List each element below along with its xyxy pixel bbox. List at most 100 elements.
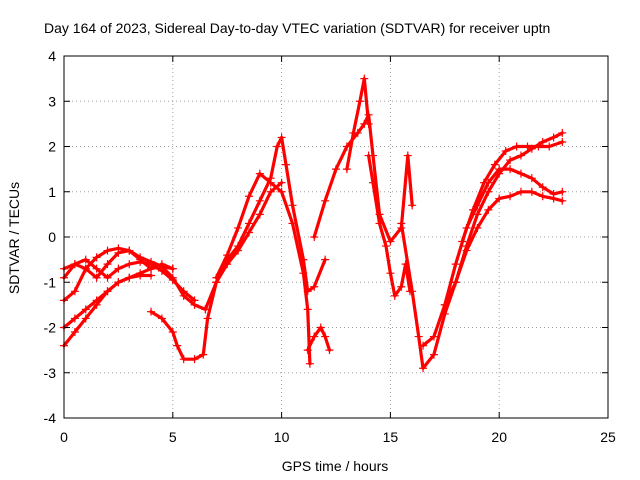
data-point-marker <box>125 260 134 269</box>
data-point-marker <box>321 332 330 341</box>
data-point-marker <box>92 273 101 282</box>
data-point-marker <box>516 187 525 196</box>
series-line-track-o <box>443 190 564 307</box>
data-point-marker <box>179 355 188 364</box>
data-point-marker <box>538 183 547 192</box>
data-point-marker <box>558 128 567 137</box>
data-point-marker <box>495 165 504 174</box>
x-tick-label: 20 <box>491 429 507 445</box>
data-point-marker <box>81 264 90 273</box>
data-point-marker <box>375 219 384 228</box>
data-point-marker <box>516 169 525 178</box>
data-point-marker <box>495 194 504 203</box>
data-point-marker <box>179 287 188 296</box>
data-point-marker <box>516 151 525 160</box>
data-point-marker <box>234 223 243 232</box>
data-point-marker <box>70 328 79 337</box>
series-line-track-d <box>62 264 175 330</box>
data-series <box>60 74 567 373</box>
grid <box>64 56 608 418</box>
data-point-marker <box>244 192 253 201</box>
x-tick-label: 5 <box>169 429 177 445</box>
data-point-marker <box>103 246 112 255</box>
data-point-marker <box>266 178 275 187</box>
data-point-marker <box>114 244 123 253</box>
data-point-marker <box>538 192 547 201</box>
data-point-marker <box>440 300 449 309</box>
series-line-track-m <box>399 131 564 370</box>
data-point-marker <box>506 192 515 201</box>
data-point-marker <box>103 260 112 269</box>
data-point-marker <box>255 169 264 178</box>
data-point-marker <box>325 346 334 355</box>
data-point-marker <box>469 205 478 214</box>
data-point-marker <box>549 133 558 142</box>
data-point-marker <box>223 251 232 260</box>
y-tick-label: -1 <box>44 274 57 290</box>
data-point-marker <box>125 246 134 255</box>
y-tick-label: -2 <box>44 320 57 336</box>
data-point-marker <box>147 307 156 316</box>
data-point-marker <box>303 346 312 355</box>
data-point-marker <box>281 160 290 169</box>
data-point-marker <box>92 264 101 273</box>
data-point-marker <box>429 350 438 359</box>
y-tick-label: -4 <box>44 410 57 426</box>
data-point-marker <box>190 296 199 305</box>
data-point-marker <box>173 341 182 350</box>
data-point-marker <box>255 210 264 219</box>
series-line-track-f <box>149 181 284 361</box>
data-point-marker <box>558 187 567 196</box>
data-point-marker <box>147 264 156 273</box>
data-point-marker <box>147 271 156 280</box>
x-tick-label: 10 <box>274 429 290 445</box>
data-point-marker <box>125 273 134 282</box>
data-point-marker <box>342 165 351 174</box>
data-point-marker <box>81 314 90 323</box>
data-point-marker <box>451 260 460 269</box>
data-point-marker <box>403 151 412 160</box>
data-point-marker <box>479 178 488 187</box>
data-point-marker <box>429 332 438 341</box>
data-point-marker <box>321 196 330 205</box>
data-point-marker <box>92 253 101 262</box>
data-point-marker <box>81 255 90 264</box>
data-point-marker <box>310 332 319 341</box>
data-point-marker <box>81 305 90 314</box>
data-point-marker <box>349 128 358 137</box>
x-axis-label: GPS time / hours <box>282 458 389 474</box>
data-point-marker <box>277 178 286 187</box>
data-point-marker <box>386 269 395 278</box>
data-point-marker <box>558 196 567 205</box>
data-point-marker <box>136 271 145 280</box>
data-point-marker <box>364 151 373 160</box>
data-point-marker <box>414 332 423 341</box>
data-point-marker <box>273 142 282 151</box>
ticks <box>63 55 609 419</box>
data-point-marker <box>103 273 112 282</box>
data-point-marker <box>397 282 406 291</box>
data-point-marker <box>168 328 177 337</box>
data-point-marker <box>244 219 253 228</box>
data-point-marker <box>212 273 221 282</box>
y-tick-label: 4 <box>48 48 56 64</box>
data-point-marker <box>549 194 558 203</box>
data-point-marker <box>506 165 515 174</box>
data-point-marker <box>70 314 79 323</box>
data-point-marker <box>157 262 166 271</box>
series-line-track-g <box>203 135 327 311</box>
data-point-marker <box>364 119 373 128</box>
data-point-marker <box>355 97 364 106</box>
data-point-marker <box>203 314 212 323</box>
data-point-marker <box>512 142 521 151</box>
data-point-marker <box>408 201 417 210</box>
data-point-marker <box>558 137 567 146</box>
x-tick-label: 0 <box>60 429 68 445</box>
data-point-marker <box>545 142 554 151</box>
data-point-marker <box>310 233 319 241</box>
data-point-marker <box>382 242 391 251</box>
data-point-marker <box>527 174 536 183</box>
y-tick-label: 2 <box>48 139 56 155</box>
series-line-track-p <box>460 140 564 244</box>
